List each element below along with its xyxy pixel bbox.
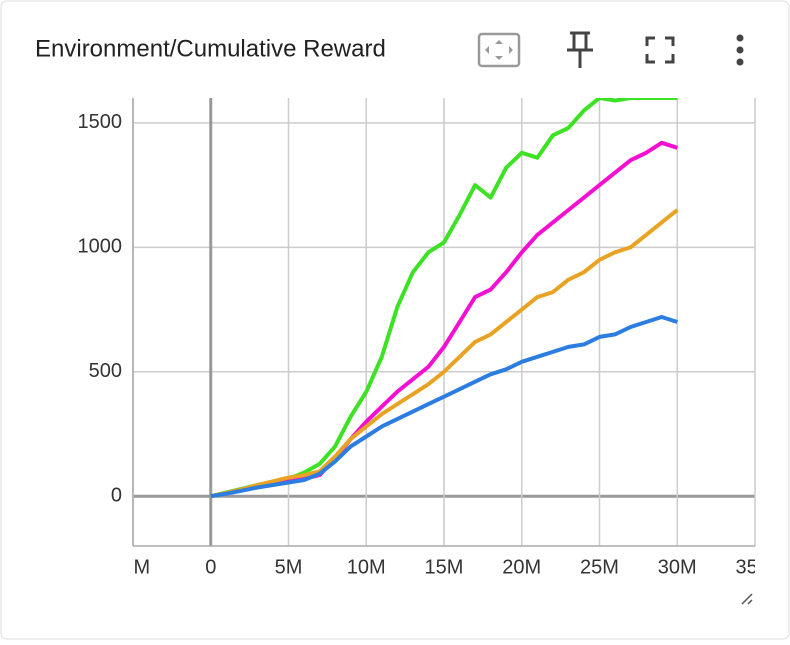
- x-tick-label: 10M: [347, 556, 386, 578]
- y-tick-label: 0: [111, 485, 122, 507]
- resize-handle[interactable]: [741, 593, 753, 605]
- x-tick-label: 30M: [658, 556, 697, 578]
- x-tick-label: 0: [205, 556, 216, 578]
- series-line: [210, 208, 679, 499]
- x-tick-label: 20M: [502, 556, 541, 578]
- chart-title: Environment/Cumulative Reward: [35, 35, 386, 62]
- more-menu-button[interactable]: [736, 34, 744, 66]
- x-tick-label: 35M: [736, 556, 775, 578]
- pin-button[interactable]: [567, 31, 593, 68]
- x-tick-label: 25M: [580, 556, 619, 578]
- y-tick-label: 1000: [78, 236, 123, 258]
- x-tick-label: 5M: [275, 556, 303, 578]
- series-line: [210, 315, 678, 499]
- fullscreen-button[interactable]: [645, 36, 675, 64]
- x-tick-label: 15M: [425, 556, 464, 578]
- x-tick-label: -5M: [116, 556, 150, 578]
- y-tick-label: 500: [89, 360, 122, 382]
- y-tick-label: 1500: [78, 111, 123, 133]
- fit-domain-button[interactable]: [477, 32, 521, 68]
